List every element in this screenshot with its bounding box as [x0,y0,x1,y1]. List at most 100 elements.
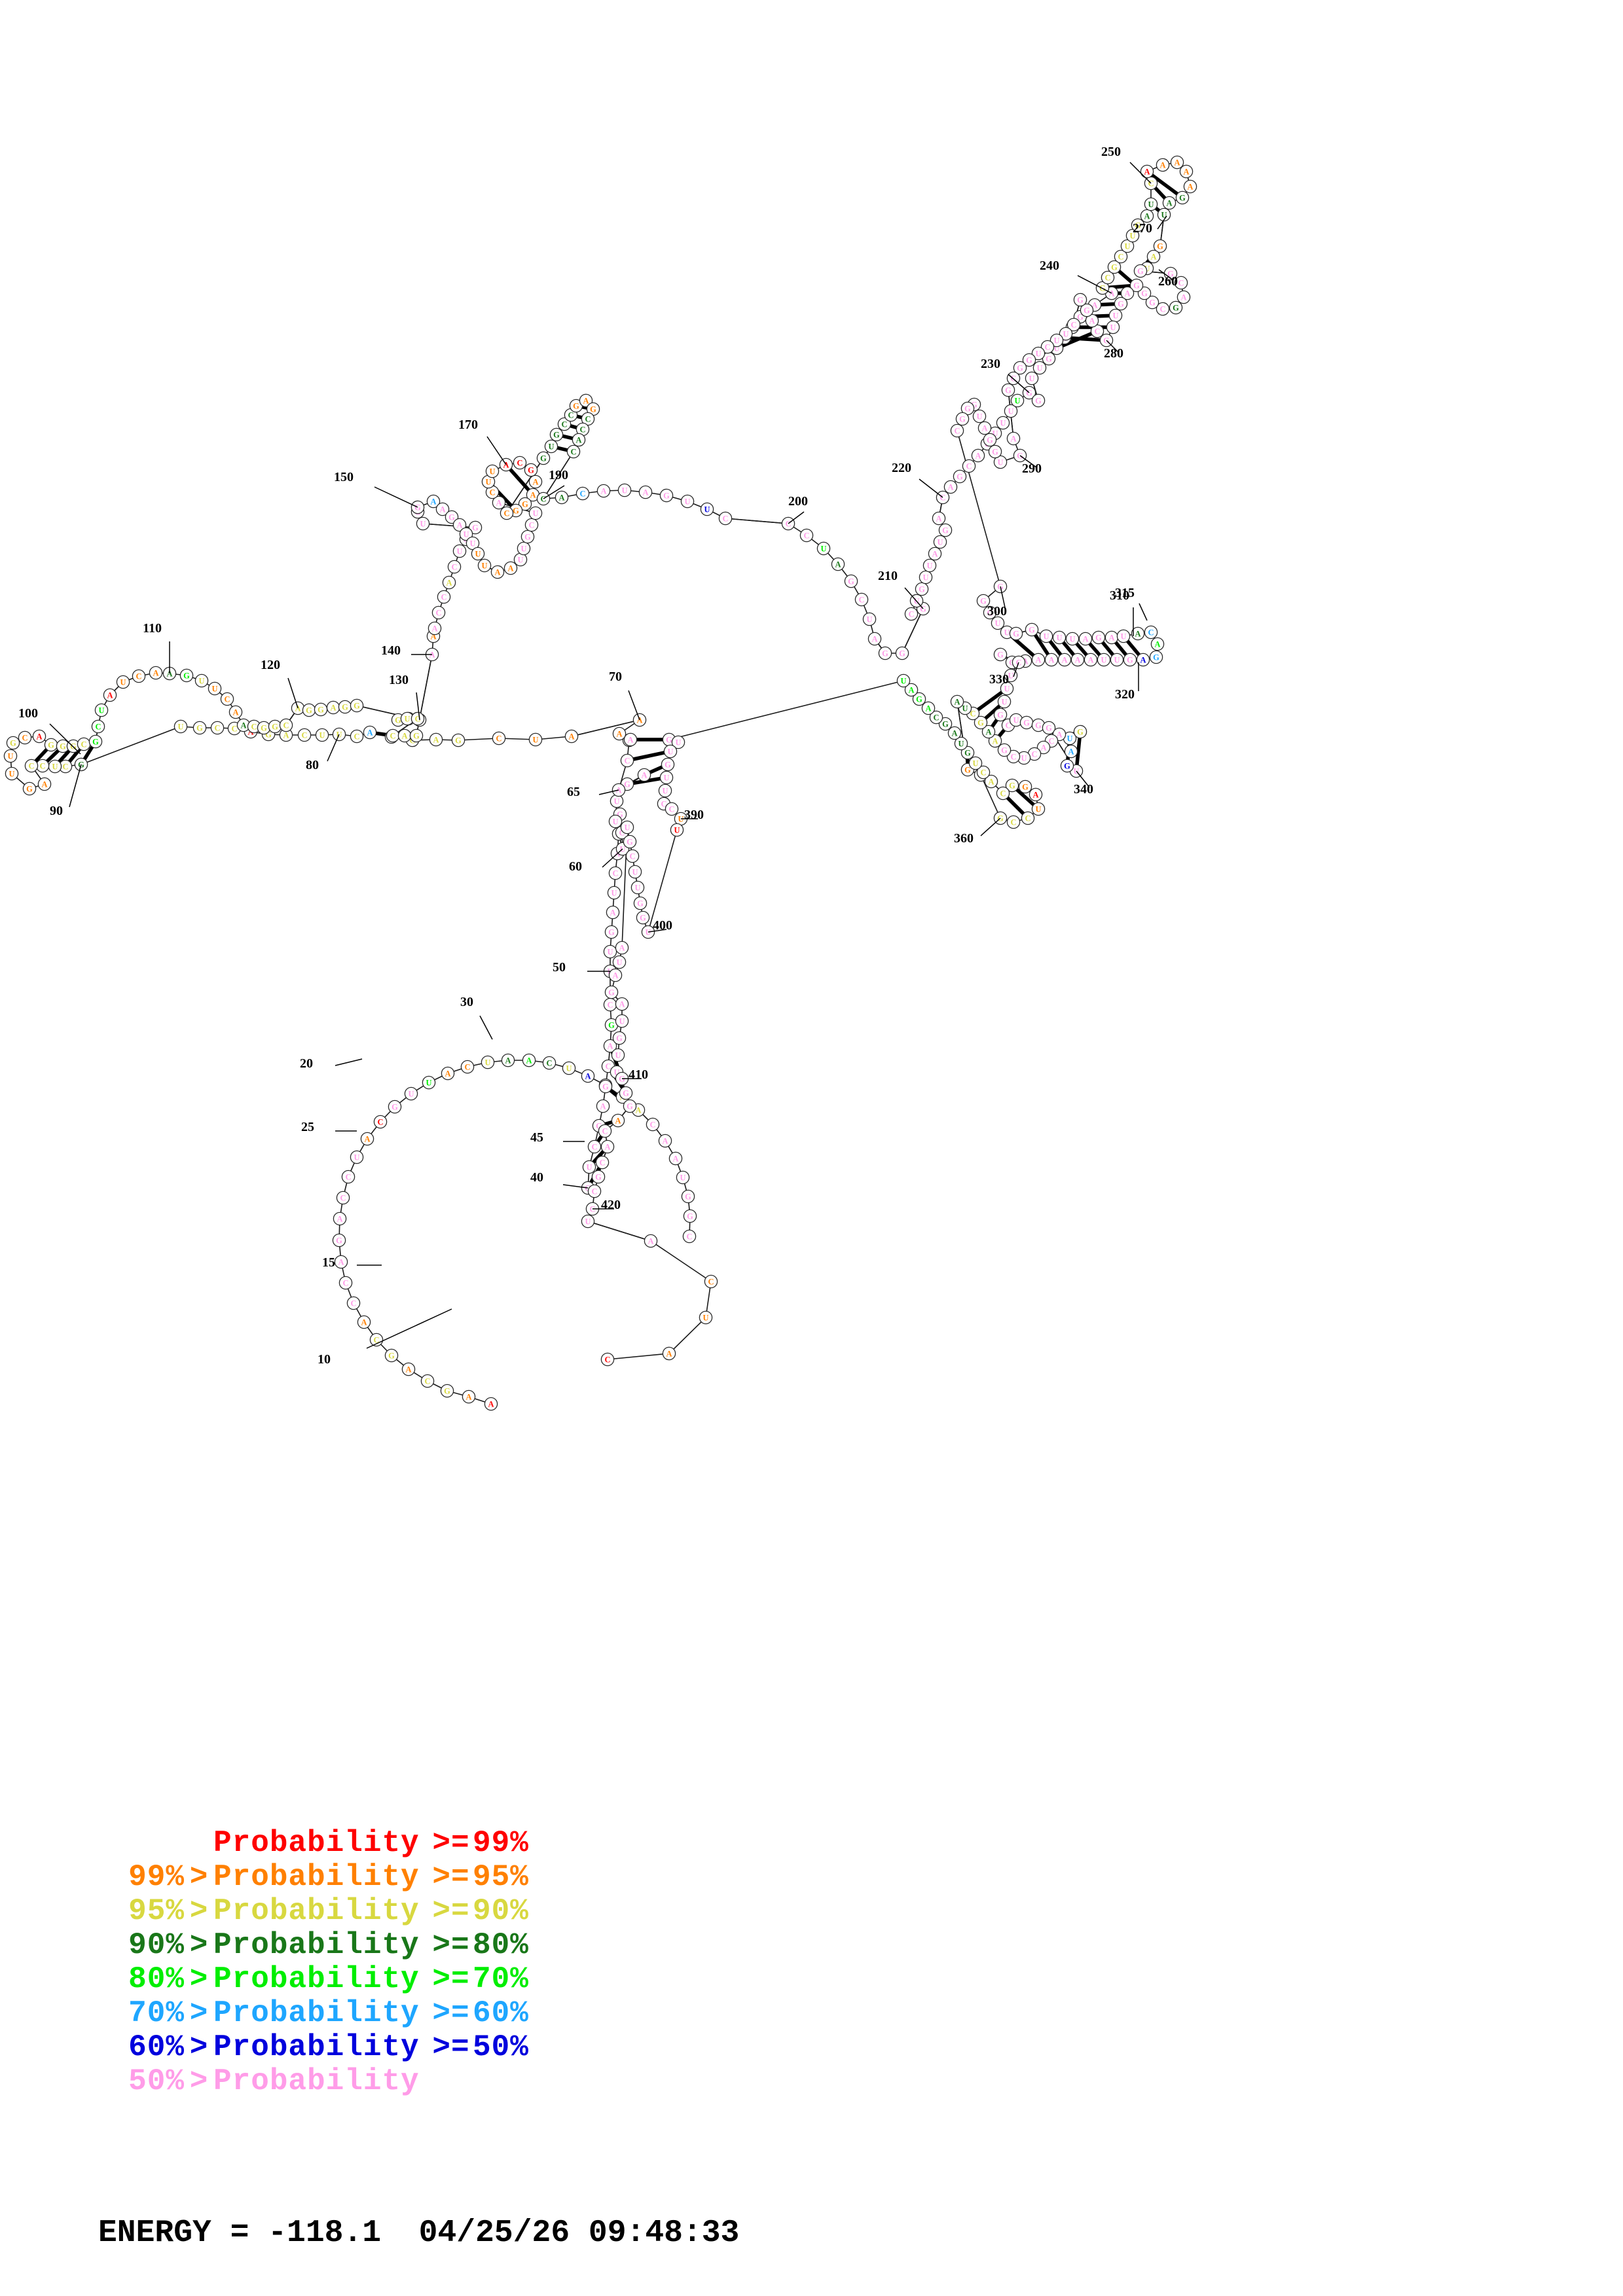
nucleotide-39: C [682,1229,697,1244]
svg-text:A: A [1061,656,1067,665]
svg-text:A: A [616,730,622,739]
legend-op: >= [432,1928,470,1962]
svg-text:A: A [1135,630,1140,639]
svg-text:U: U [926,562,932,571]
energy-footer: ENERGY = -118.1 04/25/26 09:48:33 [98,2215,740,2251]
legend-gt: > [189,1962,209,1996]
nucleotide-382: U [663,744,678,759]
svg-text:C: C [1025,814,1030,823]
svg-text:G: G [265,730,272,740]
svg-text:U: U [404,715,410,724]
nucleotide-344: G [1073,725,1087,739]
legend-op: >= [432,1860,470,1894]
nucleotide-10: C [338,1276,353,1290]
position-label-290: 290 [1022,461,1042,476]
svg-text:U: U [1004,628,1010,637]
svg-text:G: G [318,706,324,715]
svg-text:U: U [611,889,617,898]
nucleotide-191: A [555,490,569,505]
svg-text:G: G [1017,364,1023,373]
svg-text:U: U [1112,312,1118,321]
nucleotide-198: U [700,502,714,516]
legend-low: 60% [128,2030,185,2064]
nucleotide-213: G [915,582,929,596]
nucleotide-242: C [1101,270,1115,285]
svg-text:G: G [623,1089,629,1098]
svg-text:G: G [1077,296,1084,305]
nucleotide-73: C [492,731,506,745]
position-label-390: 390 [684,808,704,822]
nucleotide-326: A [1031,653,1046,667]
svg-text:A: A [1091,301,1097,310]
svg-text:G: G [627,838,633,847]
svg-text:C: C [224,695,230,704]
svg-text:A: A [615,1117,621,1126]
svg-text:U: U [616,958,622,967]
nucleotide-94: C [24,759,39,773]
nucleotide-255: A [1183,179,1197,194]
svg-text:A: A [612,971,618,980]
nucleotide-289: A [1006,431,1021,446]
nucleotide-49: C [603,997,617,1012]
svg-text:G: G [992,448,998,457]
svg-text:A: A [647,1237,653,1246]
svg-text:U: U [481,562,487,571]
nucleotide-318: A [1136,653,1150,667]
nucleotide-75: A [429,732,443,747]
nucleotide-374: G [938,717,953,731]
svg-text:U: U [1021,754,1027,763]
nucleotide-181: C [557,417,572,431]
svg-text:C: C [1178,279,1184,288]
svg-text:G: G [964,404,971,414]
nucleotide-136: A [397,728,412,743]
nucleotide-28: U [562,1061,576,1075]
svg-text:C: C [579,490,585,499]
nucleotide-188: A [572,433,586,447]
nucleotide-74: G [451,733,465,747]
svg-text:G: G [1029,626,1035,635]
legend-label: Probability [213,1894,420,1928]
nucleotide-295: U [972,409,987,423]
svg-text:C: C [585,415,591,424]
svg-text:A: A [992,737,998,746]
svg-text:A: A [330,704,336,713]
svg-text:G: G [987,436,993,445]
svg-text:C: C [939,493,945,503]
svg-text:U: U [632,868,638,877]
legend-gt: > [189,2064,209,2098]
nucleotides: AAGCAGCACCAGACCUACGUUACUAACUACAACAAUGGCG… [3,155,1197,1411]
nucleotide-16: U [350,1150,364,1164]
nucleotide-29: A [581,1069,595,1083]
svg-text:G: G [472,524,479,533]
position-label-200: 200 [788,494,808,509]
svg-text:C: C [668,805,674,814]
svg-text:G: G [942,526,949,535]
svg-text:C: C [1118,253,1123,262]
svg-text:U: U [992,429,998,439]
svg-text:A: A [1108,634,1114,643]
nucleotide-272: G [1114,296,1128,311]
svg-text:G: G [1035,397,1042,406]
svg-text:U: U [1001,698,1007,707]
svg-text:A: A [585,1072,591,1081]
svg-text:C: C [933,713,939,723]
svg-text:C: C [980,768,986,778]
nucleotide-370: U [968,756,983,770]
svg-text:A: A [1032,791,1038,800]
svg-text:G: G [964,766,971,775]
nucleotide-372: U [954,736,968,751]
svg-text:G: G [997,651,1004,660]
legend-op: >= [432,1894,470,1928]
structure-canvas: AAGCAGCACCAGACCUACGUUACUAACUACAACAAUGGCG… [3,145,1197,1411]
svg-text:C: C [81,740,86,749]
svg-text:C: C [517,459,522,468]
svg-text:G: G [1135,221,1141,230]
nucleotide-268: G [1145,295,1159,310]
svg-text:G: G [1167,270,1174,279]
svg-text:G: G [522,500,528,509]
nucleotide-415: C [587,1184,602,1198]
svg-text:A: A [166,670,172,679]
svg-text:A: A [338,1258,344,1267]
position-label-210: 210 [878,569,898,583]
svg-text:U: U [997,458,1003,467]
